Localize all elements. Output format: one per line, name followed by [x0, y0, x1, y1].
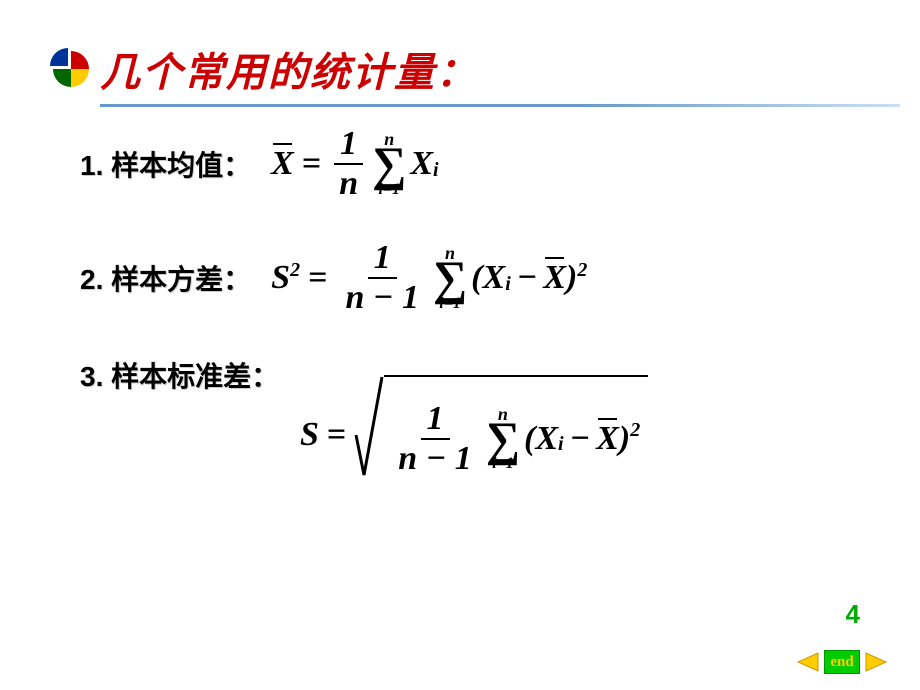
minus: −	[570, 420, 591, 458]
item-label: 3. 样本标准差：	[80, 355, 279, 395]
fraction: 1 n	[333, 127, 364, 201]
denominator: n − 1	[392, 440, 478, 476]
x-bar: X	[271, 145, 294, 183]
item-mean: 1. 样本均值： X = 1 n n ∑ i=1 X i	[80, 127, 870, 201]
summation: n ∑ i=1	[486, 405, 520, 473]
title-row: 几个常用的统计量：	[50, 40, 870, 98]
triangle-left-icon	[794, 651, 820, 673]
fraction: 1 n − 1	[339, 241, 425, 315]
formula-mean: X = 1 n n ∑ i=1 X i	[271, 127, 438, 201]
paren: )	[566, 259, 577, 297]
sum-lower: i=1	[439, 296, 461, 312]
page-number: 4	[846, 599, 860, 630]
slide-title: 几个常用的统计量：	[100, 40, 478, 98]
var-S: S	[271, 259, 290, 297]
sigma-icon: ∑	[486, 423, 520, 457]
summation: n ∑ i=1	[433, 244, 467, 312]
sigma-icon: ∑	[372, 148, 406, 182]
radical-icon	[354, 375, 384, 494]
numerator: 1	[421, 402, 450, 440]
item-variance: 2. 样本方差： S 2 = 1 n − 1 n ∑ i=1 ( X i − X…	[80, 241, 870, 315]
title-underline	[100, 104, 900, 107]
paren: (	[524, 420, 535, 458]
numerator: 1	[368, 241, 397, 279]
formula-variance: S 2 = 1 n − 1 n ∑ i=1 ( X i − X ) 2	[271, 241, 587, 315]
item-label: 2. 样本方差：	[80, 258, 251, 298]
paren: (	[471, 259, 482, 297]
equals: =	[302, 145, 321, 183]
denominator: n	[333, 165, 364, 201]
sum-lower: i=1	[378, 182, 400, 198]
term-sub: i	[505, 273, 511, 296]
sum-lower: i=1	[492, 456, 514, 472]
term-x: X	[535, 420, 558, 458]
nav-footer: end	[792, 650, 892, 674]
minus: −	[517, 259, 538, 297]
fraction: 1 n − 1	[392, 402, 478, 476]
term-x: X	[410, 145, 433, 183]
paren: )	[619, 420, 630, 458]
summation: n ∑ i=1	[372, 130, 406, 198]
x-bar: X	[596, 420, 619, 458]
numerator: 1	[334, 127, 363, 165]
var-sup: 2	[290, 259, 300, 282]
prev-button[interactable]	[792, 650, 822, 674]
slide: 几个常用的统计量： 1. 样本均值： X = 1 n n ∑ i=1 X i 2…	[0, 0, 920, 690]
sqrt: 1 n − 1 n ∑ i=1 ( X i − X ) 2	[354, 375, 648, 494]
formula-stddev: S = 1 n − 1 n ∑ i=1 ( X i	[300, 375, 870, 494]
sigma-icon: ∑	[433, 262, 467, 296]
triangle-right-icon	[864, 651, 890, 673]
end-label: end	[830, 654, 853, 671]
equals: =	[327, 416, 346, 454]
sq-sup: 2	[577, 259, 587, 282]
pie-chart-icon	[50, 48, 92, 90]
next-button[interactable]	[862, 650, 892, 674]
term-x: X	[483, 259, 506, 297]
denominator: n − 1	[339, 279, 425, 315]
equals: =	[308, 259, 327, 297]
end-button[interactable]: end	[824, 650, 860, 674]
x-bar: X	[543, 259, 566, 297]
term-sub: i	[433, 159, 439, 182]
sqrt-body: 1 n − 1 n ∑ i=1 ( X i − X ) 2	[384, 375, 648, 494]
term-sub: i	[558, 433, 564, 456]
sd-S: S	[300, 416, 319, 454]
item-label: 1. 样本均值：	[80, 144, 251, 184]
sq-sup: 2	[630, 419, 640, 442]
